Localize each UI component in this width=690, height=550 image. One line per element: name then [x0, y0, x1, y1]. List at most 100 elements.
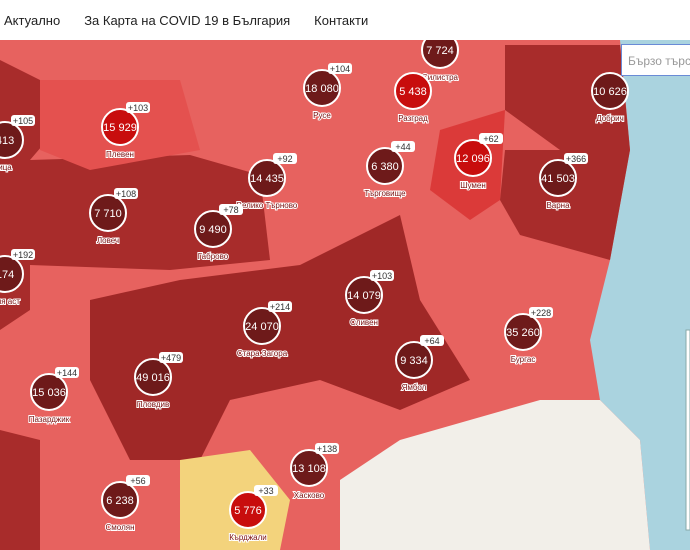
case-count: 15 036	[32, 387, 66, 399]
region-name: Бургас	[511, 355, 536, 364]
change-badge	[479, 133, 503, 144]
search-input[interactable]: Бързо търсене	[621, 44, 690, 76]
change-badge	[564, 153, 588, 164]
change-badge	[55, 367, 79, 378]
region-name: Габрово	[198, 252, 229, 261]
case-change: +56	[130, 476, 145, 486]
region-name: Шумен	[460, 181, 486, 190]
change-badge	[219, 204, 243, 215]
marker	[30, 373, 68, 411]
change-badge	[126, 102, 150, 113]
case-change: +105	[13, 116, 33, 126]
case-change: +33	[258, 486, 273, 496]
change-badge	[529, 307, 553, 318]
case-count: 9 334	[400, 355, 428, 367]
region-name: Пловдив	[137, 400, 170, 409]
region-name: Търговище	[364, 189, 406, 198]
case-count: 14 435	[250, 173, 284, 185]
marker	[539, 159, 577, 197]
marker	[290, 449, 328, 487]
neighbor-land	[340, 400, 650, 550]
case-count: 7 724	[426, 45, 454, 57]
region-name: Силистра	[422, 73, 458, 82]
case-change: +103	[372, 271, 392, 281]
case-change: +479	[161, 353, 181, 363]
change-badge	[268, 301, 292, 312]
region-name: Хасково	[294, 491, 325, 500]
marker	[504, 313, 542, 351]
marker	[345, 276, 383, 314]
region-name: Смолян	[106, 523, 135, 532]
case-change: +144	[57, 368, 77, 378]
marker	[229, 491, 267, 529]
case-count: 15 929	[103, 122, 137, 134]
marker	[395, 341, 433, 379]
case-change: +104	[330, 64, 350, 74]
marker	[243, 307, 281, 345]
change-badge	[114, 188, 138, 199]
marker	[0, 255, 24, 293]
marker	[0, 121, 24, 159]
nav-link[interactable]: За Карта на COVID 19 в България	[84, 12, 291, 28]
region-shape	[500, 150, 630, 260]
region-name: ица	[0, 163, 12, 172]
region-name: Русе	[313, 111, 331, 120]
case-count: 413	[0, 135, 14, 147]
marker	[134, 358, 172, 396]
change-badge	[11, 115, 35, 126]
region-name: Ловеч	[97, 236, 119, 245]
case-count: 14 079	[347, 290, 381, 302]
nav-link[interactable]: Актуално	[4, 12, 61, 28]
marker	[101, 108, 139, 146]
case-count: 13 108	[292, 463, 326, 475]
nav-link[interactable]: Контакти	[314, 12, 369, 28]
case-change: +228	[531, 308, 551, 318]
case-change: +92	[277, 154, 292, 164]
region-name: Варна	[546, 201, 570, 210]
case-count: 12 096	[456, 153, 490, 165]
case-count: 9 490	[199, 224, 227, 236]
case-change: +62	[483, 134, 498, 144]
case-change: +64	[424, 336, 439, 346]
marker	[303, 69, 341, 107]
marker	[101, 481, 139, 519]
case-count: 10 626	[593, 86, 627, 98]
change-badge	[420, 335, 444, 346]
region-shape	[0, 60, 90, 330]
marker	[421, 40, 459, 69]
case-count: 49 016	[136, 372, 170, 384]
change-badge	[315, 443, 339, 454]
region-name: Ямбол	[402, 383, 427, 392]
case-count: 24 070	[245, 321, 279, 333]
change-badge	[11, 249, 35, 260]
region-name: Кърджали	[229, 533, 267, 542]
region-shape	[505, 45, 630, 150]
case-count: 174	[0, 269, 14, 281]
region-name: фия аст	[0, 297, 20, 306]
change-badge	[391, 141, 415, 152]
case-count: 6 380	[371, 161, 399, 173]
marker	[248, 159, 286, 197]
region-name: Сливен	[350, 318, 378, 327]
region-name: Разград	[398, 114, 428, 123]
region-name: Плевен	[106, 150, 134, 159]
case-count: 6 238	[106, 495, 134, 507]
case-change: +44	[395, 142, 410, 152]
region-name: Пазарджик	[29, 415, 70, 424]
change-badge	[126, 475, 150, 486]
change-badge	[328, 63, 352, 74]
region-shape	[0, 430, 40, 550]
case-count: 41 503	[541, 173, 575, 185]
case-change: +108	[116, 189, 136, 199]
case-change: +366	[566, 154, 586, 164]
region-name: Добрич	[596, 114, 624, 123]
marker	[194, 210, 232, 248]
case-count: 5 776	[234, 505, 262, 517]
case-change: +214	[270, 302, 290, 312]
case-change: +103	[128, 103, 148, 113]
region-name: Стара Загора	[237, 349, 288, 358]
change-badge	[254, 485, 278, 496]
region-name: Велико Търново	[237, 201, 298, 210]
case-count: 35 260	[506, 327, 540, 339]
